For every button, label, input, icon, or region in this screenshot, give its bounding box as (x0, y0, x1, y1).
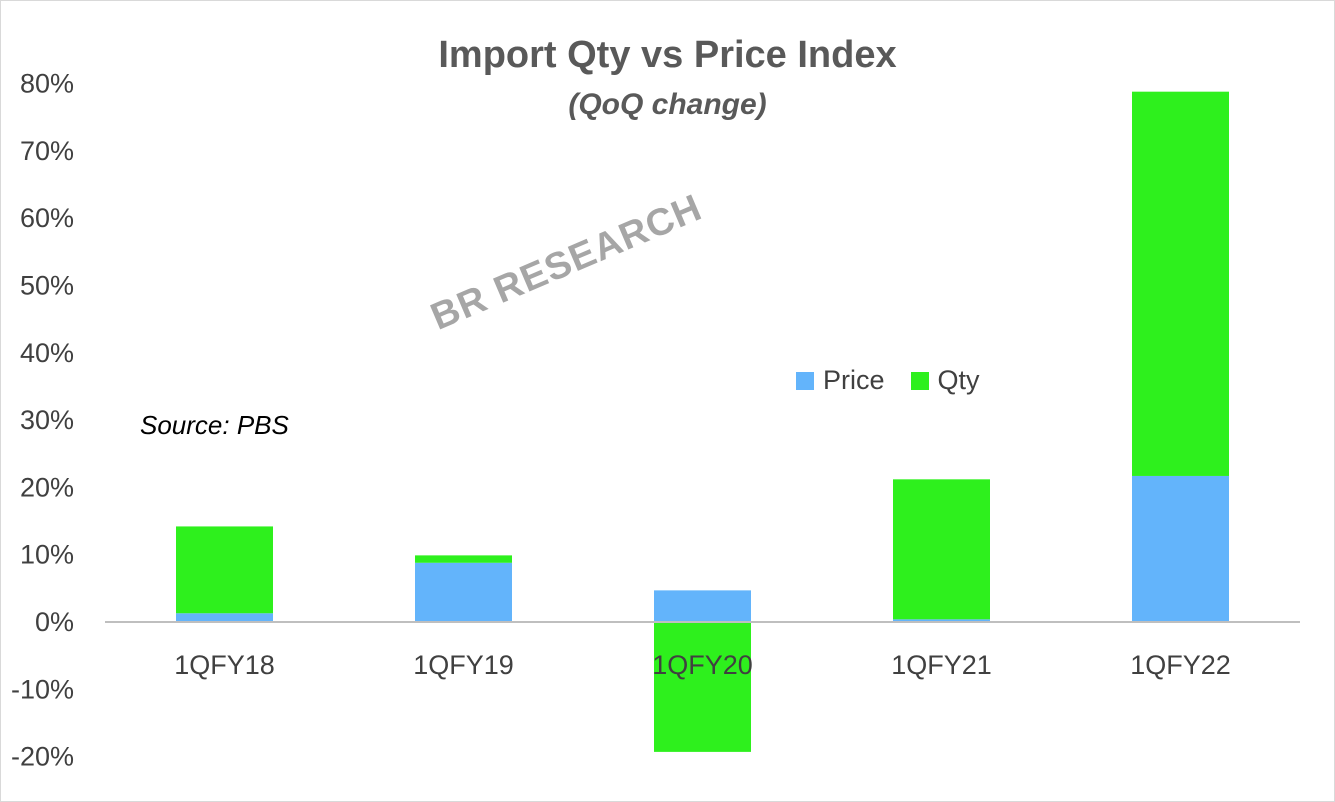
legend: Price Qty (796, 365, 1006, 396)
legend-item-price: Price (796, 365, 885, 396)
y-tick-label: 80% (20, 69, 74, 99)
legend-label-qty: Qty (937, 365, 980, 395)
bar-qty-1qfy21 (893, 479, 990, 620)
y-tick-label: 50% (20, 271, 74, 301)
y-tick-label: 40% (20, 338, 74, 368)
legend-label-price: Price (823, 365, 885, 395)
source-note: Source: PBS (140, 410, 289, 440)
x-tick-label: 1QFY22 (1130, 650, 1231, 680)
bars (176, 91, 1229, 752)
legend-item-qty: Qty (910, 365, 980, 396)
bar-price-1qfy20 (654, 590, 751, 622)
legend-swatch-price (796, 371, 814, 390)
bar-qty-1qfy18 (176, 526, 273, 614)
chart-subtitle: (QoQ change) (568, 88, 767, 121)
x-tick-label: 1QFY21 (891, 650, 992, 680)
bar-qty-1qfy20 (654, 622, 751, 752)
y-tick-label: 10% (20, 540, 74, 570)
bar-qty-1qfy19 (415, 555, 512, 563)
bar-price-1qfy18 (176, 613, 273, 622)
y-tick-label: 0% (35, 607, 74, 637)
chart-title: Import Qty vs Price Index (438, 34, 897, 76)
y-tick-label: 70% (20, 136, 74, 166)
y-tick-label: 30% (20, 405, 74, 435)
bar-price-1qfy19 (415, 562, 512, 622)
bar-price-1qfy21 (893, 619, 990, 622)
x-tick-label: 1QFY19 (413, 650, 514, 680)
y-axis: 80% 70% 60% 50% 40% 30% 20% 10% 0% -10% -20% (11, 69, 74, 772)
y-tick-label: -10% (11, 674, 74, 704)
bar-qty-1qfy22 (1132, 91, 1229, 476)
bar-price-1qfy22 (1132, 475, 1229, 622)
y-tick-label: 20% (20, 472, 74, 502)
y-tick-label: -20% (11, 742, 74, 772)
x-axis: 1QFY18 1QFY19 1QFY20 1QFY21 1QFY22 (174, 650, 1231, 680)
x-tick-label: 1QFY20 (652, 650, 753, 680)
y-tick-label: 60% (20, 203, 74, 233)
legend-swatch-qty (910, 371, 929, 390)
x-tick-label: 1QFY18 (174, 650, 275, 680)
